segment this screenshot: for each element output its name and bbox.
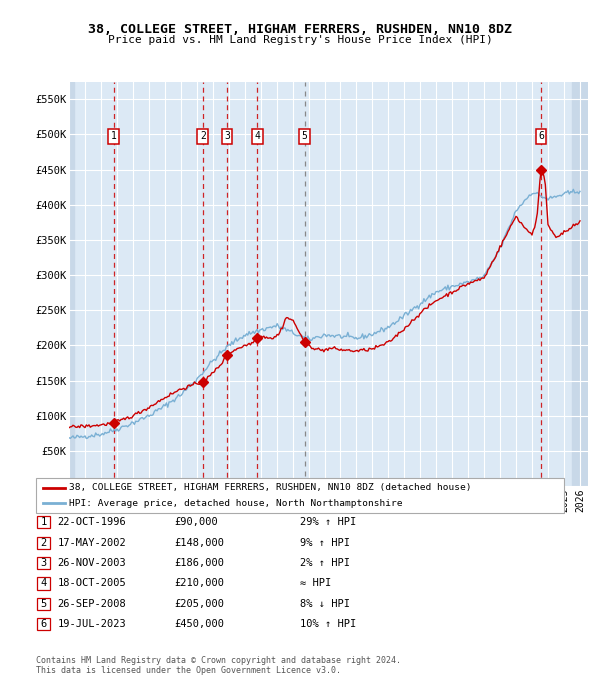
Text: 1: 1 bbox=[41, 517, 47, 527]
Text: HPI: Average price, detached house, North Northamptonshire: HPI: Average price, detached house, Nort… bbox=[69, 499, 403, 508]
Text: 26-NOV-2003: 26-NOV-2003 bbox=[58, 558, 127, 568]
Text: 17-MAY-2002: 17-MAY-2002 bbox=[58, 538, 127, 547]
Text: 2: 2 bbox=[41, 538, 47, 547]
Text: 2% ↑ HPI: 2% ↑ HPI bbox=[300, 558, 350, 568]
Bar bbox=[69, 82, 74, 486]
Text: Contains HM Land Registry data © Crown copyright and database right 2024.: Contains HM Land Registry data © Crown c… bbox=[36, 656, 401, 665]
Text: 22-OCT-1996: 22-OCT-1996 bbox=[58, 517, 127, 527]
Text: 9% ↑ HPI: 9% ↑ HPI bbox=[300, 538, 350, 547]
Text: 6: 6 bbox=[41, 619, 47, 629]
Text: 8% ↓ HPI: 8% ↓ HPI bbox=[300, 599, 350, 609]
Text: ≈ HPI: ≈ HPI bbox=[300, 579, 331, 588]
Text: This data is licensed under the Open Government Licence v3.0.: This data is licensed under the Open Gov… bbox=[36, 666, 341, 675]
Text: 38, COLLEGE STREET, HIGHAM FERRERS, RUSHDEN, NN10 8DZ (detached house): 38, COLLEGE STREET, HIGHAM FERRERS, RUSH… bbox=[69, 483, 472, 492]
Text: £186,000: £186,000 bbox=[174, 558, 224, 568]
Text: 4: 4 bbox=[254, 131, 260, 141]
Text: 3: 3 bbox=[41, 558, 47, 568]
Text: 19-JUL-2023: 19-JUL-2023 bbox=[58, 619, 127, 629]
Text: £210,000: £210,000 bbox=[174, 579, 224, 588]
Text: 4: 4 bbox=[41, 579, 47, 588]
Text: 1: 1 bbox=[111, 131, 116, 141]
Bar bbox=[572, 82, 588, 486]
Text: 5: 5 bbox=[41, 599, 47, 609]
Text: 5: 5 bbox=[302, 131, 307, 141]
Text: £205,000: £205,000 bbox=[174, 599, 224, 609]
Text: 29% ↑ HPI: 29% ↑ HPI bbox=[300, 517, 356, 527]
Text: Price paid vs. HM Land Registry's House Price Index (HPI): Price paid vs. HM Land Registry's House … bbox=[107, 35, 493, 46]
Text: 10% ↑ HPI: 10% ↑ HPI bbox=[300, 619, 356, 629]
Text: 26-SEP-2008: 26-SEP-2008 bbox=[58, 599, 127, 609]
Text: 38, COLLEGE STREET, HIGHAM FERRERS, RUSHDEN, NN10 8DZ: 38, COLLEGE STREET, HIGHAM FERRERS, RUSH… bbox=[88, 23, 512, 36]
Text: £90,000: £90,000 bbox=[174, 517, 218, 527]
Text: 18-OCT-2005: 18-OCT-2005 bbox=[58, 579, 127, 588]
Text: 6: 6 bbox=[538, 131, 544, 141]
Text: £450,000: £450,000 bbox=[174, 619, 224, 629]
Text: 3: 3 bbox=[224, 131, 230, 141]
Text: 2: 2 bbox=[200, 131, 206, 141]
Text: £148,000: £148,000 bbox=[174, 538, 224, 547]
